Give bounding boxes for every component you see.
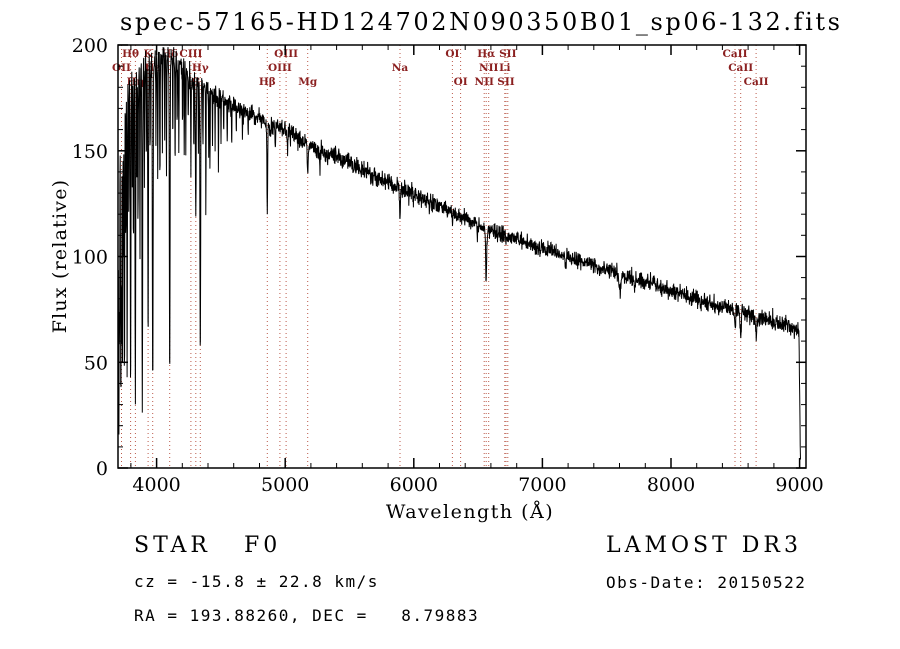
spectral-line-label: Hγ — [192, 62, 209, 74]
spectral-line-label: OI — [454, 76, 468, 88]
x-tick-label: 4000 — [132, 474, 180, 496]
spectral-line-label: Hβ — [259, 76, 276, 88]
spectral-line-label: Mg — [298, 76, 318, 88]
spectral-line-label: K — [144, 48, 154, 60]
spectral-line-label: OIII — [268, 62, 292, 74]
spectral-line-label: CIII — [179, 48, 202, 60]
y-tick-label: 200 — [72, 35, 108, 57]
ra-dec-text: RA = 193.88260, DEC = 8.79883 — [134, 606, 480, 625]
spectrum-trace — [117, 47, 801, 460]
plot-title: spec-57165-HD124702N090350B01_sp06-132.f… — [120, 8, 843, 36]
spectral-line-label: CaII — [728, 62, 753, 74]
y-tick-label: 0 — [96, 458, 108, 480]
spectral-line-label: OII — [112, 62, 131, 74]
radial-velocity-text: cz = -15.8 ± 22.8 km/s — [134, 572, 379, 591]
y-axis-label: Flux (relative) — [49, 178, 71, 334]
spectral-line-label: Hθ — [122, 48, 139, 60]
y-tick-label: 150 — [72, 141, 108, 163]
star-classification-text: STAR F0 — [134, 533, 282, 558]
y-tick-label: 100 — [72, 247, 108, 269]
spectral-line-label: NII — [474, 76, 494, 88]
spectral-line-label: OI — [445, 48, 459, 60]
spectral-line-label: Hα — [477, 48, 495, 60]
obs-date-text: Obs-Date: 20150522 — [606, 573, 807, 592]
y-tick-label: 50 — [84, 352, 108, 374]
spectral-line-label: SII — [499, 48, 516, 60]
x-tick-label: 9000 — [775, 474, 823, 496]
spectral-line-label: SII — [497, 76, 514, 88]
survey-release-text: LAMOST DR3 — [606, 533, 802, 558]
x-axis-label: Wavelength (Å) — [385, 501, 555, 523]
x-tick-label: 7000 — [518, 474, 566, 496]
spectral-line-label: OIII — [274, 48, 298, 60]
x-tick-label: 6000 — [390, 474, 438, 496]
x-tick-label: 8000 — [647, 474, 695, 496]
spectral-line-label: CaII — [723, 48, 748, 60]
spectral-line-label: Na — [392, 62, 409, 74]
spectral-line-label: CaII — [744, 76, 769, 88]
spectral-line-label: G — [191, 76, 200, 88]
spectral-line-label: NII — [479, 62, 499, 74]
x-tick-label: 5000 — [261, 474, 309, 496]
spectral-line-label: Li — [499, 62, 510, 74]
